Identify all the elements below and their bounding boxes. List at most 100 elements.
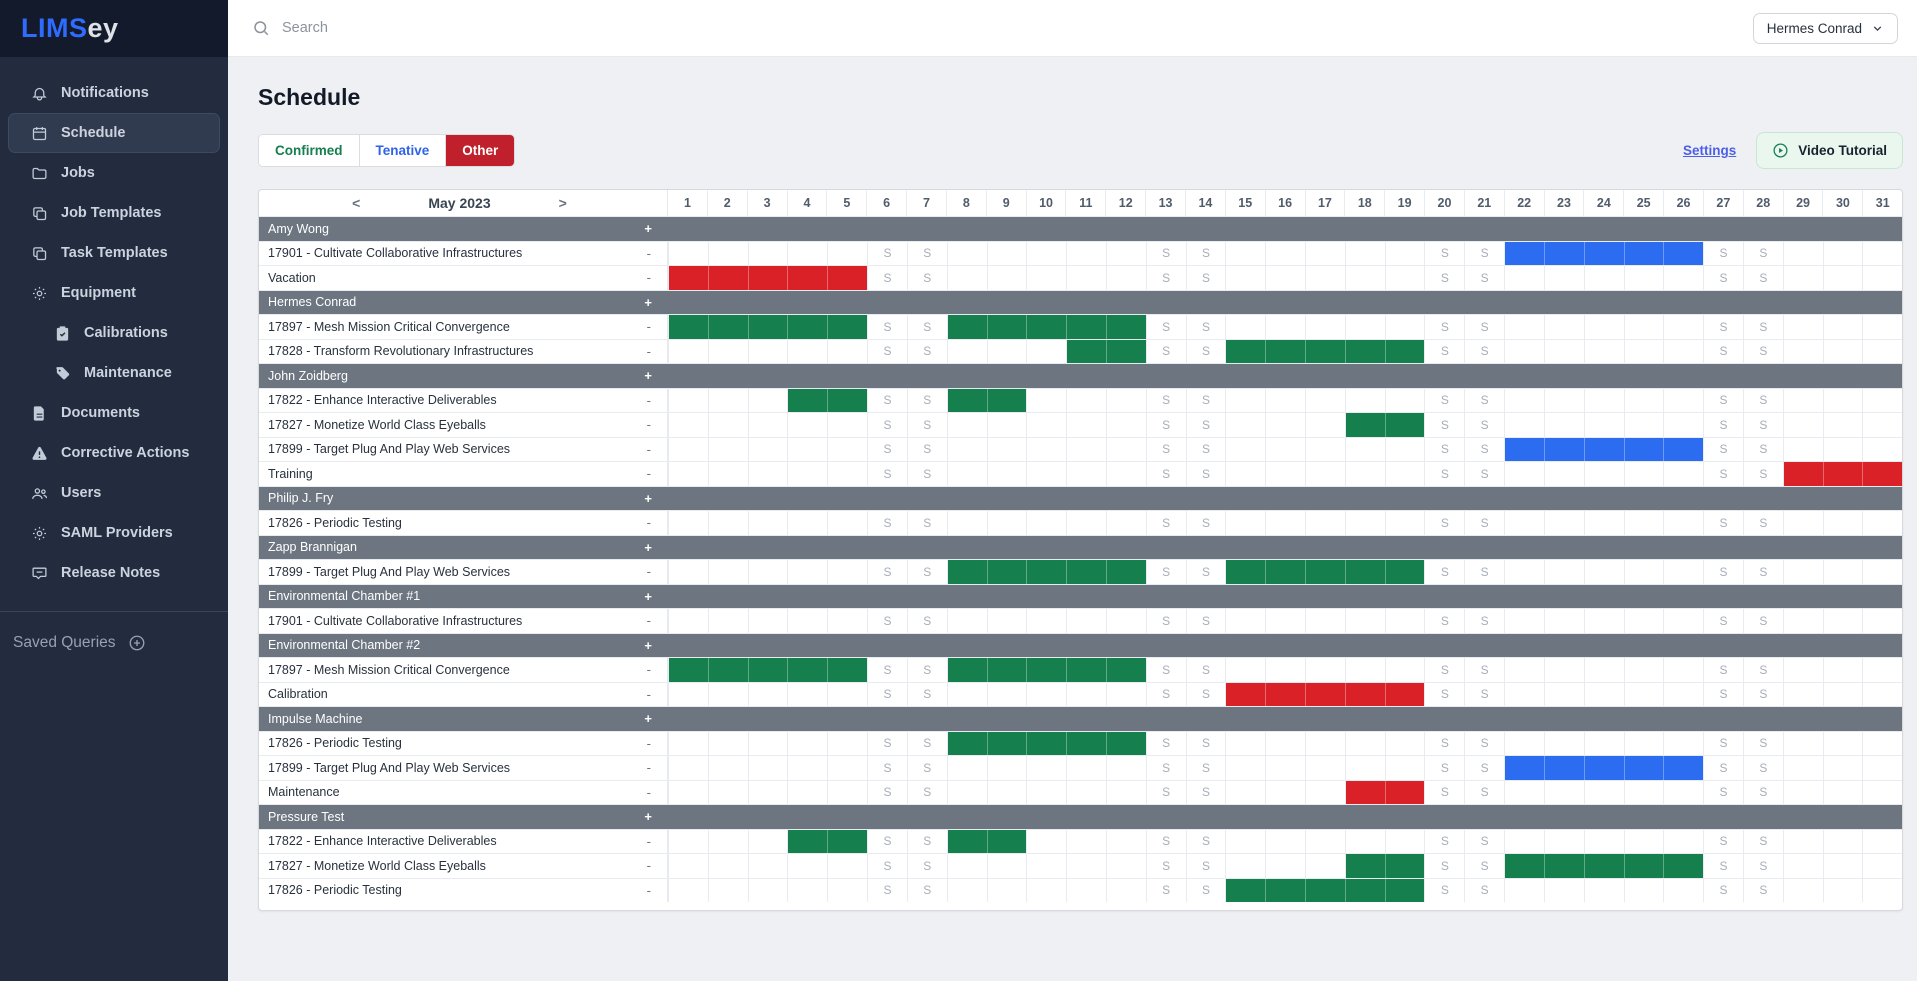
day-cell[interactable] <box>1225 609 1265 633</box>
schedule-bar-cell[interactable] <box>707 266 748 290</box>
weekend-cell[interactable]: S <box>867 437 907 461</box>
schedule-bar-cell[interactable] <box>1862 462 1902 486</box>
day-cell[interactable] <box>946 878 987 902</box>
weekend-cell[interactable]: S <box>867 462 907 486</box>
day-cell[interactable] <box>1822 511 1863 535</box>
weekend-cell[interactable]: S <box>1145 756 1186 780</box>
day-cell[interactable] <box>1663 511 1703 535</box>
day-cell[interactable] <box>747 560 788 584</box>
day-cell[interactable] <box>1623 560 1664 584</box>
remove-entry-button[interactable]: - <box>646 392 651 408</box>
day-cell[interactable] <box>1225 413 1265 437</box>
schedule-bar-cell[interactable] <box>1026 658 1067 682</box>
day-cell[interactable] <box>1623 315 1664 339</box>
day-cell[interactable] <box>1782 437 1823 461</box>
weekend-cell[interactable]: S <box>1185 437 1226 461</box>
day-cell[interactable] <box>1026 780 1066 804</box>
day-cell[interactable] <box>1265 437 1305 461</box>
day-cell[interactable] <box>747 241 788 265</box>
day-cell[interactable] <box>747 780 788 804</box>
schedule-bar-cell[interactable] <box>1543 756 1584 780</box>
day-cell[interactable] <box>1384 241 1425 265</box>
schedule-bar-cell[interactable] <box>827 388 868 412</box>
day-cell[interactable] <box>668 756 708 780</box>
day-cell[interactable] <box>1663 731 1703 755</box>
day-cell[interactable] <box>1623 339 1664 363</box>
day-cell[interactable] <box>1862 560 1902 584</box>
day-cell[interactable] <box>1543 878 1584 902</box>
weekend-cell[interactable]: S <box>906 854 947 878</box>
remove-entry-button[interactable]: - <box>646 686 651 702</box>
day-cell[interactable] <box>1504 266 1544 290</box>
day-cell[interactable] <box>668 609 708 633</box>
schedule-bar-cell[interactable] <box>1344 560 1385 584</box>
day-cell[interactable] <box>827 413 867 437</box>
day-cell[interactable] <box>827 241 867 265</box>
day-cell[interactable] <box>1026 462 1066 486</box>
weekend-cell[interactable]: S <box>906 829 947 853</box>
day-cell[interactable] <box>707 339 748 363</box>
remove-entry-button[interactable]: - <box>646 735 651 751</box>
day-cell[interactable] <box>1862 658 1902 682</box>
day-cell[interactable] <box>1384 829 1425 853</box>
day-cell[interactable] <box>1543 339 1584 363</box>
day-cell[interactable] <box>668 388 708 412</box>
day-cell[interactable] <box>1225 241 1265 265</box>
day-cell[interactable] <box>1305 437 1345 461</box>
weekend-cell[interactable]: S <box>867 878 907 902</box>
day-cell[interactable] <box>1583 413 1624 437</box>
day-cell[interactable] <box>1105 437 1146 461</box>
weekend-cell[interactable]: S <box>1424 241 1464 265</box>
weekend-cell[interactable]: S <box>1145 682 1186 706</box>
day-cell[interactable] <box>1822 388 1863 412</box>
day-cell[interactable] <box>1265 731 1305 755</box>
add-entry-button[interactable]: + <box>644 294 652 310</box>
remove-entry-button[interactable]: - <box>646 343 651 359</box>
day-cell[interactable] <box>1583 682 1624 706</box>
schedule-bar-cell[interactable] <box>787 388 828 412</box>
schedule-bar-cell[interactable] <box>946 731 987 755</box>
day-cell[interactable] <box>1105 780 1146 804</box>
day-cell[interactable] <box>707 241 748 265</box>
weekend-cell[interactable]: S <box>1742 756 1783 780</box>
weekend-cell[interactable]: S <box>1185 266 1226 290</box>
day-cell[interactable] <box>1504 829 1544 853</box>
weekend-cell[interactable]: S <box>867 829 907 853</box>
schedule-bar-cell[interactable] <box>668 658 708 682</box>
weekend-cell[interactable]: S <box>1703 878 1743 902</box>
day-cell[interactable] <box>946 437 987 461</box>
remove-entry-button[interactable]: - <box>646 858 651 874</box>
weekend-cell[interactable]: S <box>1185 511 1226 535</box>
day-cell[interactable] <box>707 413 748 437</box>
day-cell[interactable] <box>1105 609 1146 633</box>
day-cell[interactable] <box>1384 437 1425 461</box>
day-cell[interactable] <box>787 878 827 902</box>
day-cell[interactable] <box>1504 682 1544 706</box>
schedule-bar-cell[interactable] <box>1583 437 1624 461</box>
weekend-cell[interactable]: S <box>1145 241 1186 265</box>
weekend-cell[interactable]: S <box>1145 339 1186 363</box>
weekend-cell[interactable]: S <box>1424 682 1464 706</box>
schedule-bar-cell[interactable] <box>1384 878 1425 902</box>
schedule-bar-cell[interactable] <box>946 388 987 412</box>
day-cell[interactable] <box>1543 462 1584 486</box>
day-cell[interactable] <box>1583 609 1624 633</box>
day-cell[interactable] <box>1305 854 1345 878</box>
weekend-cell[interactable]: S <box>867 339 907 363</box>
day-cell[interactable] <box>1504 878 1544 902</box>
day-cell[interactable] <box>1822 682 1863 706</box>
day-cell[interactable] <box>1822 413 1863 437</box>
day-cell[interactable] <box>1504 609 1544 633</box>
schedule-bar-cell[interactable] <box>946 829 987 853</box>
schedule-bar-cell[interactable] <box>1066 315 1106 339</box>
day-cell[interactable] <box>827 682 867 706</box>
day-cell[interactable] <box>1265 829 1305 853</box>
weekend-cell[interactable]: S <box>1742 388 1783 412</box>
day-cell[interactable] <box>1344 731 1385 755</box>
schedule-bar-cell[interactable] <box>827 315 868 339</box>
day-cell[interactable] <box>1862 241 1902 265</box>
day-cell[interactable] <box>668 829 708 853</box>
remove-entry-button[interactable]: - <box>646 760 651 776</box>
schedule-bar-cell[interactable] <box>1066 560 1106 584</box>
schedule-bar-cell[interactable] <box>668 315 708 339</box>
